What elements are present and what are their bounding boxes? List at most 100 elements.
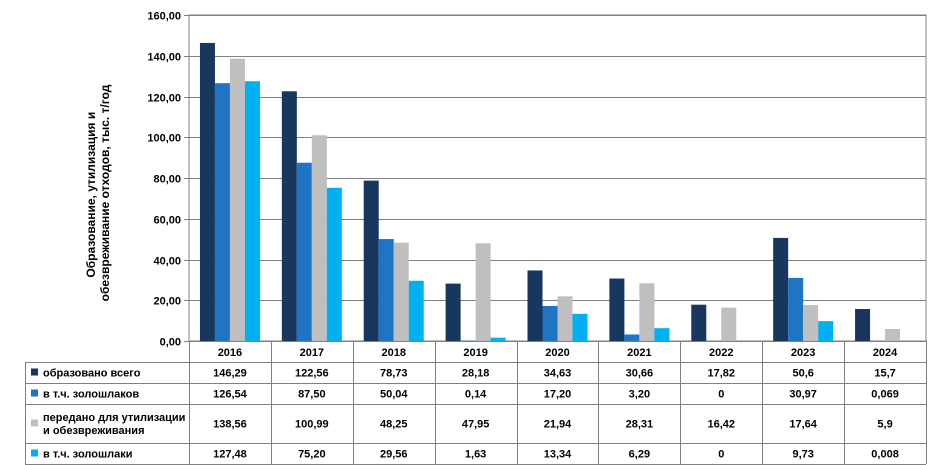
y-tick-label: 60,00 (153, 215, 181, 227)
bar (326, 187, 342, 341)
data-table: 2016 2017 2018 2019 2020 2021 2022 2023 2024 обра… (25, 341, 927, 465)
table-cell-value: 126,54 (213, 389, 248, 401)
y-axis-ticks: 0,00 20,00 40,00 60,00 80,00 100,00 120,00 140,… (147, 11, 181, 349)
x-tick-label: 2021 (627, 347, 651, 359)
table-cell-value: 17,64 (789, 419, 817, 431)
table-cell-value: 146,29 (213, 368, 247, 380)
y-tick-label: 100,00 (147, 133, 181, 145)
bar (393, 242, 409, 341)
table-cell-value: 122,56 (295, 368, 329, 380)
legend-label: в т.ч. золошлаки (43, 449, 133, 461)
table-cell-value: 0,14 (465, 389, 487, 401)
y-tick-label: 140,00 (147, 52, 181, 64)
table-cell-value: 0,069 (871, 389, 899, 401)
bar (542, 305, 558, 341)
bar (788, 277, 804, 341)
x-tick-label: 2016 (218, 347, 242, 359)
bar (363, 180, 379, 341)
bar (527, 270, 543, 341)
table-cell-value: 3,20 (629, 389, 650, 401)
bar (721, 307, 737, 341)
bar (490, 337, 506, 341)
bar (773, 237, 789, 341)
legend-label-line: в т.ч. золошлаки (43, 449, 133, 461)
legend-label: в т.ч. золошлаков (43, 389, 139, 401)
bar (855, 309, 871, 341)
table-cell-value: 0 (718, 389, 724, 401)
x-tick-label: 2017 (300, 347, 324, 359)
table-cell-value: 28,31 (626, 419, 654, 431)
bar (572, 313, 588, 341)
y-tick-label: 120,00 (147, 93, 181, 105)
x-tick-label: 2018 (381, 347, 405, 359)
bar (654, 328, 670, 341)
legend-key (31, 389, 38, 397)
table-cell-value: 16,42 (708, 419, 736, 431)
table-cell-value: 34,63 (544, 368, 572, 380)
legend-label: передано для утилизации и обезвреживания (43, 412, 185, 437)
bar (408, 280, 424, 341)
table-cell-value: 15,7 (874, 368, 895, 380)
legend-key (31, 419, 38, 427)
table-cell-value: 47,95 (462, 419, 490, 431)
table-cell-value: 87,50 (298, 389, 326, 401)
legend-label-line: в т.ч. золошлаков (43, 389, 139, 401)
bar (244, 81, 260, 342)
table-cell-value: 100,99 (295, 419, 329, 431)
x-tick-label: 2020 (545, 347, 569, 359)
table-cell-value: 30,97 (789, 389, 817, 401)
legend-key (31, 368, 38, 376)
bar (818, 321, 834, 341)
bar (296, 162, 312, 341)
table-cell-value: 0,008 (871, 449, 899, 461)
bar (475, 243, 491, 341)
y-axis-label-line-1: Образование, утилизация и (84, 112, 98, 278)
x-tick-label: 2022 (709, 347, 733, 359)
y-tick-label: 160,00 (147, 11, 181, 23)
table-cell-value: 17,20 (544, 389, 572, 401)
table-cell-value: 9,73 (792, 449, 813, 461)
bar (557, 296, 573, 341)
table-cell-value: 127,48 (213, 449, 247, 461)
bars (199, 42, 916, 342)
y-tick-label: 40,00 (153, 256, 181, 268)
bar (803, 305, 819, 341)
bar (281, 91, 297, 341)
bar (378, 239, 394, 341)
table-cell-value: 48,25 (380, 419, 408, 431)
table-cell-value: 50,6 (792, 368, 813, 380)
bar (199, 42, 215, 342)
bar (639, 283, 655, 341)
table-cell-value: 17,82 (708, 368, 736, 380)
table-cell-value: 138,56 (213, 419, 247, 431)
table-cell-value: 30,66 (626, 368, 654, 380)
table-cell-value: 28,18 (462, 368, 490, 380)
x-tick-label: 2019 (463, 347, 487, 359)
bar (691, 304, 707, 341)
table-cell-value: 75,20 (298, 449, 326, 461)
legend-label-line: образовано всего (43, 368, 141, 380)
table-cell-value: 13,34 (544, 449, 572, 461)
legend-label-line: и обезвреживания (43, 425, 145, 437)
table-cell-value: 29,56 (380, 449, 408, 461)
x-tick-label: 2024 (873, 347, 898, 359)
table-cell-value: 6,29 (629, 449, 650, 461)
table-cell-value: 0 (718, 449, 724, 461)
table-cell-value: 5,9 (877, 419, 892, 431)
y-tick-label: 0,00 (160, 337, 181, 349)
legend-label-line: передано для утилизации (43, 412, 185, 424)
table-cell-value: 21,94 (544, 419, 572, 431)
y-axis-label-line-2: обезвреживание отходов, тыс. т/год (98, 84, 112, 301)
table-cell-value: 50,04 (380, 389, 408, 401)
y-tick-label: 20,00 (153, 296, 181, 308)
bar (609, 278, 625, 341)
bar (214, 83, 230, 342)
bar (624, 334, 640, 341)
legend-label: образовано всего (43, 368, 141, 380)
table-cell-value: 1,63 (465, 449, 486, 461)
legend-key (31, 449, 38, 457)
bar (311, 135, 327, 341)
y-tick-label: 80,00 (153, 174, 181, 186)
bar (445, 283, 461, 341)
